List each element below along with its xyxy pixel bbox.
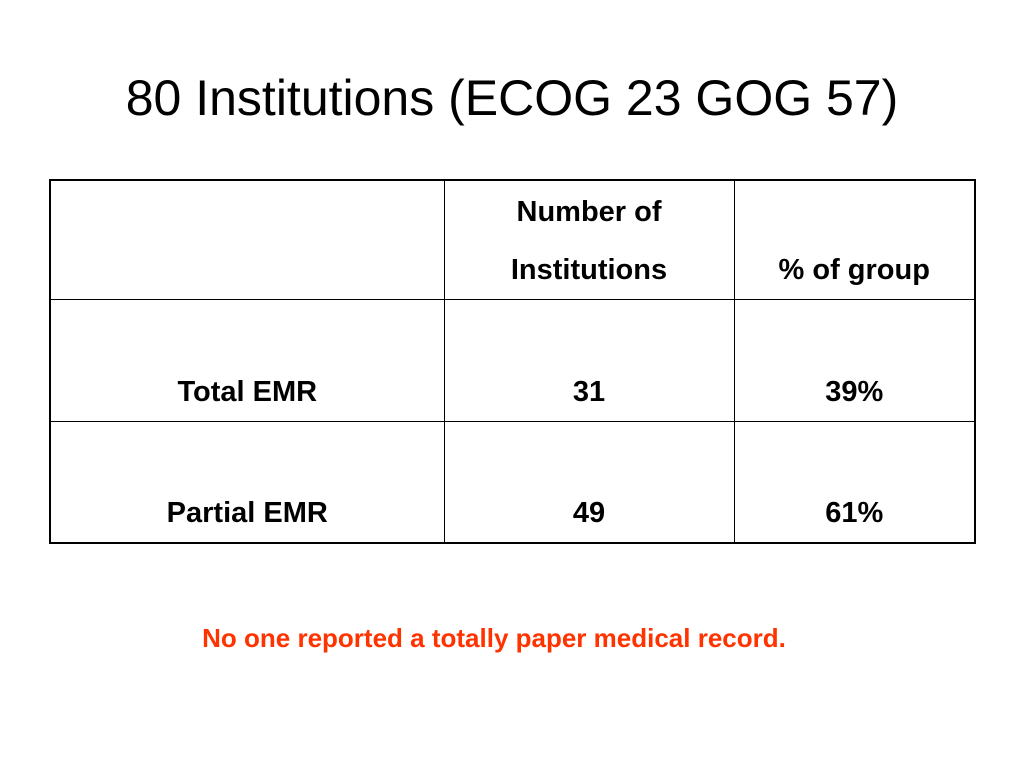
row-number-cell: 31 — [443, 298, 735, 422]
row-percent-cell: 39% — [733, 298, 976, 422]
table-row: Partial EMR 49 61% — [49, 420, 976, 544]
row-label-cell: Partial EMR — [49, 420, 445, 544]
header-cell-percent-of-group: % of group — [733, 179, 976, 300]
table-row: Total EMR 31 39% — [49, 298, 976, 422]
header-cell-label — [49, 179, 445, 300]
institutions-table: Number of Institutions % of group Total … — [49, 179, 976, 544]
row-percent-cell: 61% — [733, 420, 976, 544]
table-header-row: Number of Institutions % of group — [49, 179, 976, 300]
row-label-cell: Total EMR — [49, 298, 445, 422]
slide-title: 80 Institutions (ECOG 23 GOG 57) — [125, 70, 899, 126]
header-number-of-institutions-text: Number of Institutions — [510, 195, 668, 286]
header-cell-number-of-institutions: Number of Institutions — [443, 179, 735, 300]
footnote-paper-record: No one reported a totally paper medical … — [202, 623, 786, 653]
row-number-cell: 49 — [443, 420, 735, 544]
